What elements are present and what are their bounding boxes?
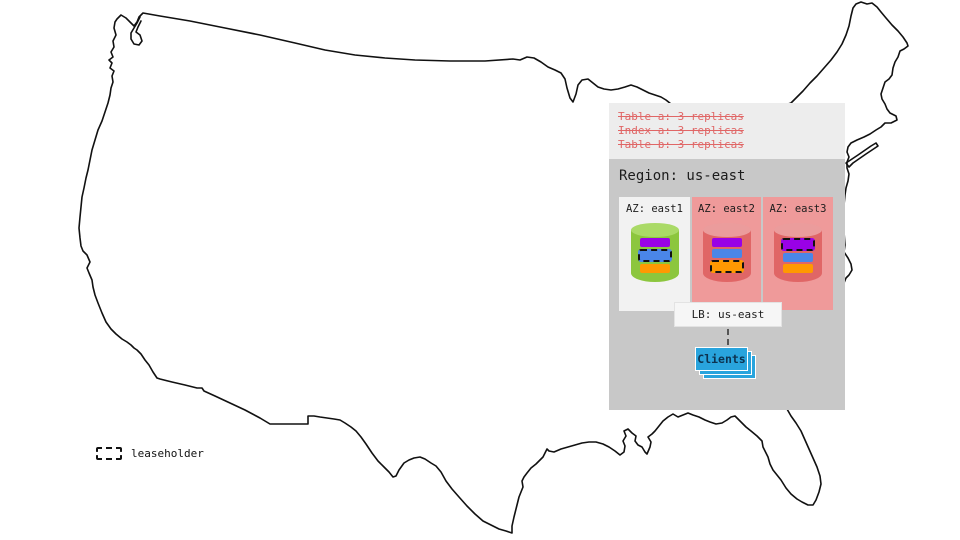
leaseholder-legend-label: leaseholder — [131, 447, 204, 460]
annotation-table-b: Table b: 3 replicas — [618, 138, 744, 151]
az-east2: AZ: east2 — [692, 197, 761, 310]
region-title: Region: us-east — [619, 168, 746, 184]
cylinder-top — [702, 223, 751, 237]
legend: leaseholder — [96, 447, 204, 460]
replica-orange — [783, 264, 813, 273]
cylinder-top — [630, 223, 679, 237]
leaseholder-swatch-icon — [96, 447, 122, 460]
az-east2-label: AZ: east2 — [698, 203, 755, 215]
region-us-east: Region: us-east AZ: east1 AZ: east2 — [609, 159, 845, 410]
clients-box: Clients — [695, 347, 748, 371]
puget-sound-inlet — [130, 16, 143, 46]
node-cylinder-east3 — [774, 223, 822, 287]
cylinder-top — [774, 223, 822, 237]
replica-orange — [639, 264, 670, 273]
us-continental-outline — [78, 1, 909, 534]
load-balancer: LB: us-east — [674, 302, 782, 327]
region-panel: Table a: 3 replicas Index a: 3 replicas … — [609, 103, 845, 410]
clients-stack: Clients — [695, 347, 765, 389]
replica-purple-leaseholder — [781, 238, 815, 251]
long-island — [845, 142, 879, 168]
az-east3-label: AZ: east3 — [769, 203, 827, 215]
replica-blue — [783, 253, 813, 262]
az-east1-label: AZ: east1 — [626, 203, 683, 215]
az-east3: AZ: east3 — [763, 197, 833, 310]
replica-blue-leaseholder — [637, 249, 672, 262]
annotation-index-a: Index a: 3 replicas — [618, 124, 744, 137]
replica-purple — [711, 238, 742, 247]
annotation-table-a: Table a: 3 replicas — [618, 110, 744, 123]
az-east1: AZ: east1 — [619, 197, 690, 311]
node-cylinder-east1 — [630, 223, 679, 287]
replica-blue — [711, 249, 742, 258]
lb-clients-connector — [727, 329, 729, 345]
node-cylinder-east2 — [702, 223, 751, 287]
replica-purple — [639, 238, 670, 247]
replica-orange-leaseholder — [709, 260, 744, 273]
replica-annotations: Table a: 3 replicas Index a: 3 replicas … — [609, 103, 845, 159]
